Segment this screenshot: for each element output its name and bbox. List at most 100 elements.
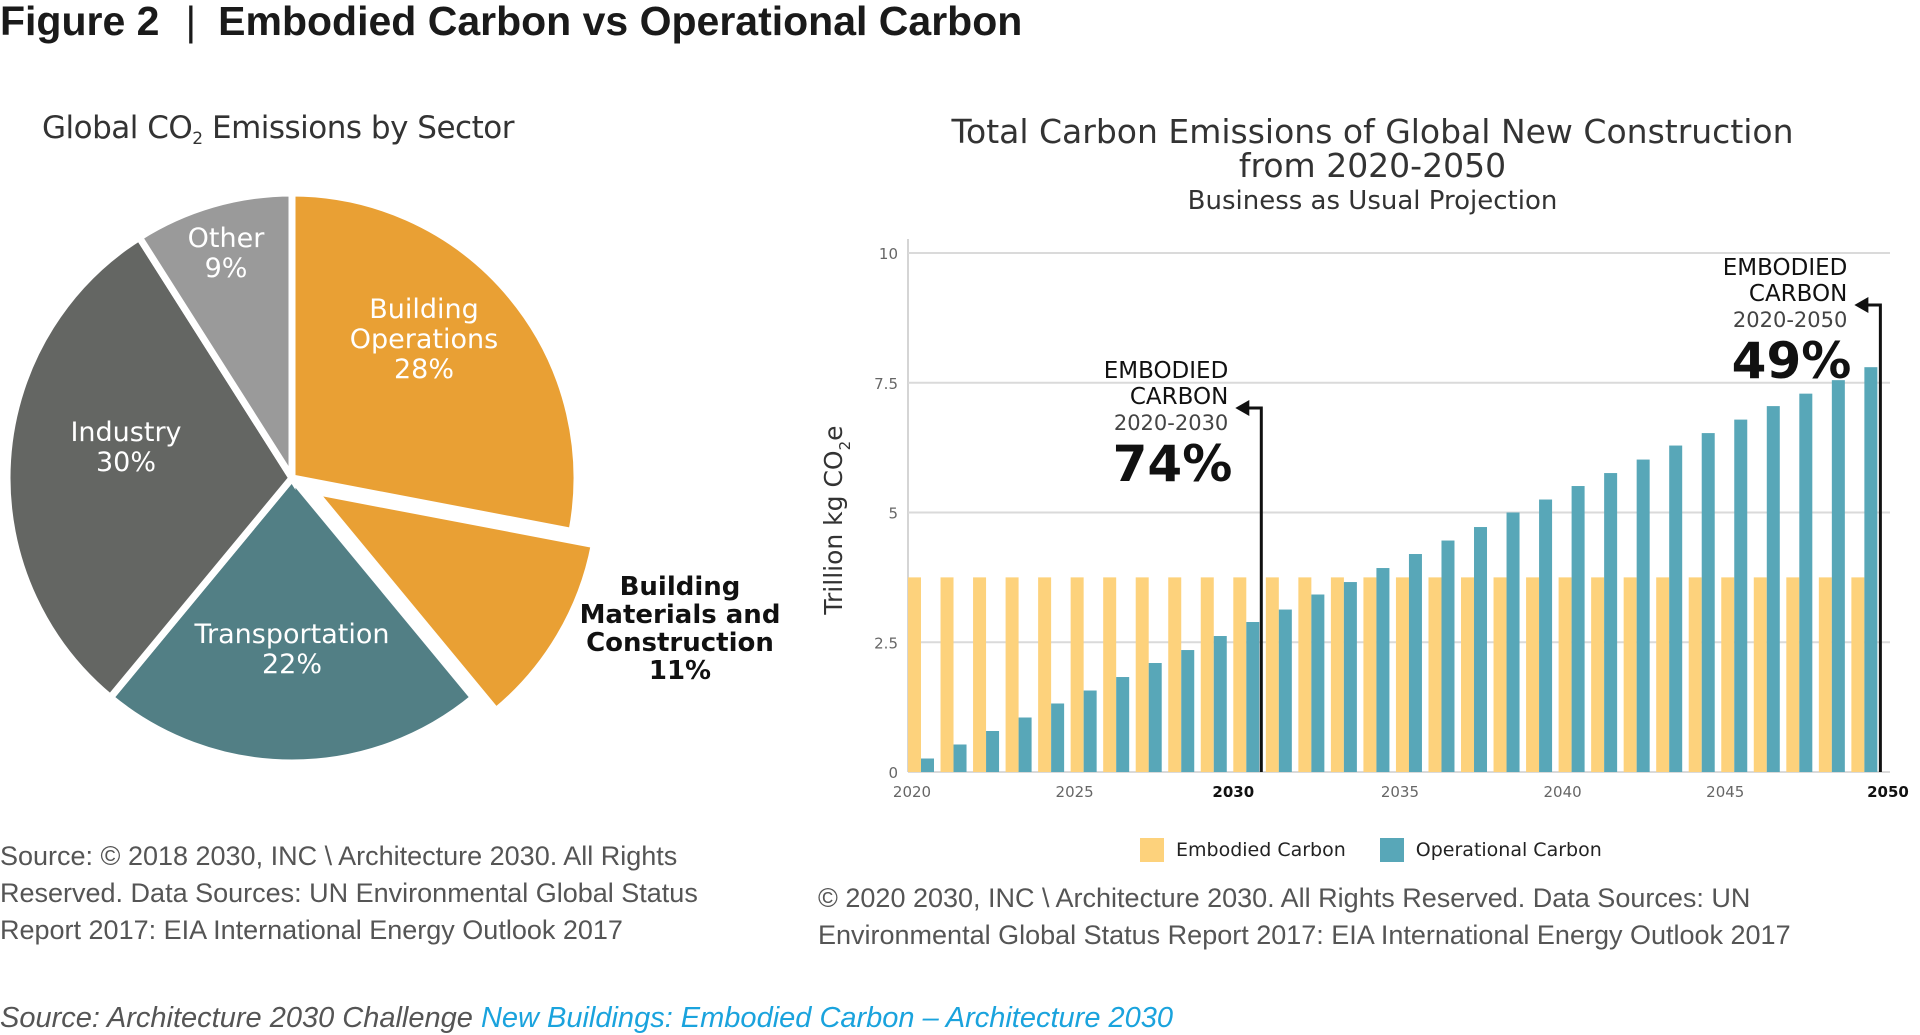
bar-operational-2048 bbox=[1831, 380, 1845, 772]
bar-operational-2043 bbox=[1669, 445, 1683, 772]
title-separator: | bbox=[185, 0, 197, 44]
bar-operational-2032 bbox=[1311, 594, 1325, 772]
bar-operational-2047 bbox=[1799, 393, 1813, 772]
bar-operational-2039 bbox=[1539, 499, 1553, 772]
bar-operational-2020 bbox=[921, 758, 934, 772]
figure-heading: Embodied Carbon vs Operational Carbon bbox=[218, 0, 1023, 44]
bar-embodied-2025 bbox=[1070, 577, 1084, 772]
pie-chart: Building Operations 28%Building Materials a… bbox=[3, 189, 781, 767]
bar-operational-2028 bbox=[1181, 650, 1195, 772]
figure-title: Figure 2 | Embodied Carbon vs Operational … bbox=[0, 0, 1022, 45]
bar-embodied-2044 bbox=[1688, 577, 1702, 772]
bar-embodied-2028 bbox=[1168, 577, 1182, 772]
y-tick-label: 10 bbox=[879, 245, 898, 263]
bar-chart-title-line2: from 2020-2050 bbox=[1238, 146, 1507, 185]
pie-slice-industry bbox=[3, 232, 297, 703]
annotation-title: EMBODIED bbox=[1104, 358, 1229, 384]
pie-label-line: 11% bbox=[649, 656, 711, 686]
pie-label-line: Industry bbox=[70, 417, 181, 448]
pie-slice-transportation bbox=[105, 472, 479, 767]
y-tick-label: 2.5 bbox=[874, 634, 898, 652]
x-tick-label: 2025 bbox=[1056, 783, 1094, 801]
annotation-title: EMBODIED bbox=[1723, 255, 1848, 281]
bar-embodied-2034 bbox=[1363, 577, 1377, 772]
legend-swatch-embodied bbox=[1140, 838, 1164, 862]
pie-slice-building-operations bbox=[288, 189, 581, 536]
bar-embodied-2039 bbox=[1526, 577, 1540, 772]
bar-embodied-2020 bbox=[908, 577, 921, 772]
y-tick-label: 7.5 bbox=[874, 375, 898, 393]
bar-embodied-2041 bbox=[1591, 577, 1605, 772]
bar-operational-2049 bbox=[1864, 367, 1878, 772]
bar-embodied-2033 bbox=[1330, 577, 1344, 772]
pie-slice-building-materials-and-construction bbox=[305, 485, 599, 716]
bar-embodied-2026 bbox=[1103, 577, 1117, 772]
pie-label-line: 22% bbox=[262, 649, 322, 680]
annotation-title: CARBON bbox=[1749, 281, 1847, 307]
annotation-line-2050 bbox=[1862, 303, 1882, 772]
bar-operational-2037 bbox=[1474, 527, 1488, 772]
bar-operational-2034 bbox=[1376, 568, 1390, 772]
bar-operational-2045 bbox=[1734, 419, 1748, 772]
pie-label-other: Other 9% bbox=[188, 223, 266, 284]
y-axis-label: Trillion kg CO2e bbox=[819, 425, 854, 615]
pie-title-main: Global CO bbox=[42, 110, 193, 146]
pie-label-line: Building bbox=[369, 294, 479, 325]
pie-label-line: Building bbox=[620, 572, 741, 602]
pie-label-line: 9% bbox=[205, 253, 248, 284]
bar-embodied-2024 bbox=[1038, 577, 1052, 772]
annotation-title: CARBON bbox=[1130, 384, 1228, 410]
annotation-value: 49% bbox=[1732, 332, 1852, 390]
bar-embodied-2045 bbox=[1721, 577, 1735, 772]
bar-operational-2029 bbox=[1213, 636, 1227, 772]
annotation-arrow-icon bbox=[1854, 297, 1869, 313]
bar-operational-2026 bbox=[1116, 677, 1130, 772]
bar-operational-2023 bbox=[1018, 717, 1032, 772]
bar-embodied-2047 bbox=[1786, 577, 1800, 772]
pie-source-caption: Source: © 2018 2030, INC \ Architecture … bbox=[0, 841, 698, 945]
pie-title-subscript: 2 bbox=[192, 129, 203, 149]
bar-operational-2038 bbox=[1506, 512, 1520, 772]
pie-label-line: 28% bbox=[394, 354, 454, 385]
bar-embodied-2036 bbox=[1428, 577, 1442, 772]
bar-embodied-2027 bbox=[1135, 577, 1149, 772]
bar-source-caption: © 2020 2030, INC \ Architecture 2030. Al… bbox=[818, 883, 1791, 950]
bar-embodied-2031 bbox=[1265, 577, 1279, 772]
bar-operational-2036 bbox=[1441, 540, 1455, 772]
pie-label-building-operations: Building Operations 28% bbox=[350, 294, 498, 385]
legend-label-embodied: Embodied Carbon bbox=[1176, 839, 1346, 861]
bar-operational-2040 bbox=[1571, 486, 1585, 772]
bar-embodied-2043 bbox=[1656, 577, 1670, 772]
bar-embodied-2049 bbox=[1851, 577, 1865, 772]
legend-item-embodied: Embodied Carbon bbox=[1140, 838, 1346, 862]
pie-label-line: 30% bbox=[96, 447, 156, 478]
bar-operational-2031 bbox=[1278, 609, 1292, 772]
bar-operational-2046 bbox=[1766, 406, 1780, 772]
annotation-value: 74% bbox=[1113, 435, 1233, 493]
bar-operational-2022 bbox=[986, 730, 1000, 772]
figure-source: Source: Architecture 2030 Challenge New … bbox=[0, 1002, 1173, 1035]
pie-label-building-materials-and-construction: Building Materials and Construction 11% bbox=[580, 572, 781, 686]
source-link[interactable]: New Buildings: Embodied Carbon – Archite… bbox=[480, 1002, 1174, 1034]
bar-operational-2027 bbox=[1148, 663, 1162, 772]
legend-item-operational: Operational Carbon bbox=[1379, 838, 1602, 862]
bar-embodied-2035 bbox=[1395, 577, 1409, 772]
annotation-line-2030 bbox=[1243, 406, 1263, 772]
pie-label-line: Materials and bbox=[580, 600, 781, 630]
bar-operational-2041 bbox=[1604, 473, 1618, 772]
x-tick-label: 2020 bbox=[893, 783, 931, 801]
pie-label-industry: Industry 30% bbox=[70, 417, 181, 478]
pie-label-line: Operations bbox=[350, 324, 498, 355]
pie-chart-title: Global CO2 Emissions by Sector bbox=[42, 110, 514, 149]
annotation-arrow-icon bbox=[1235, 400, 1250, 416]
chart-legend: Embodied Carbon Operational Carbon bbox=[1140, 838, 1636, 862]
bar-embodied-2022 bbox=[973, 577, 987, 772]
bar-operational-2044 bbox=[1701, 433, 1715, 772]
bar-chart-subtitle: Business as Usual Projection bbox=[1187, 186, 1558, 216]
pie-label-line: Transportation bbox=[194, 619, 390, 650]
bar-embodied-2030 bbox=[1233, 577, 1247, 772]
bar-operational-2025 bbox=[1083, 690, 1097, 772]
source-prefix: Source: Architecture 2030 Challenge bbox=[0, 1002, 481, 1034]
bar-embodied-2042 bbox=[1623, 577, 1637, 772]
bar-embodied-2029 bbox=[1200, 577, 1214, 772]
